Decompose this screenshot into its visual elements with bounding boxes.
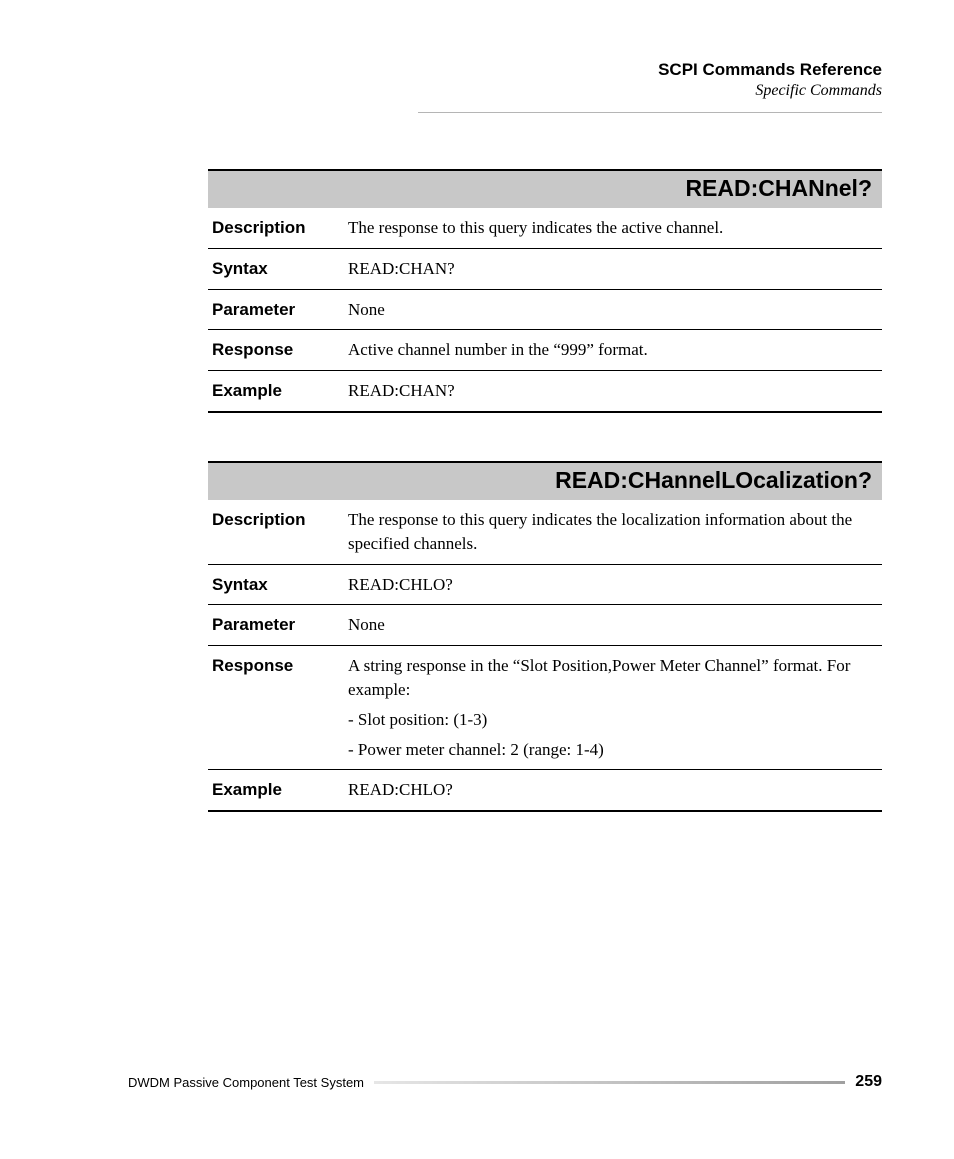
document-page: SCPI Commands Reference Specific Command…: [0, 0, 954, 1159]
command-table-1: Description The response to this query i…: [208, 208, 882, 413]
page-header: SCPI Commands Reference Specific Command…: [128, 60, 882, 113]
footer-page-number: 259: [855, 1073, 882, 1091]
row-value: READ:CHAN?: [344, 371, 882, 412]
row-value: None: [344, 605, 882, 646]
row-value: READ:CHAN?: [344, 248, 882, 289]
header-rule: [418, 112, 882, 113]
command-table-2: Description The response to this query i…: [208, 500, 882, 812]
row-value-sub2: - Power meter channel: 2 (range: 1-4): [348, 738, 876, 762]
row-value: READ:CHLO?: [344, 564, 882, 605]
row-label: Parameter: [208, 605, 344, 646]
row-value: The response to this query indicates the…: [344, 208, 882, 248]
table-row: Example READ:CHLO?: [208, 770, 882, 811]
row-value: The response to this query indicates the…: [344, 500, 882, 564]
row-label: Example: [208, 371, 344, 412]
row-label: Example: [208, 770, 344, 811]
row-value: A string response in the “Slot Position,…: [344, 646, 882, 770]
table-row: Parameter None: [208, 605, 882, 646]
row-label: Response: [208, 330, 344, 371]
row-label: Syntax: [208, 564, 344, 605]
command-title-1: READ:CHANnel?: [208, 169, 882, 208]
table-row: Description The response to this query i…: [208, 500, 882, 564]
row-label: Parameter: [208, 289, 344, 330]
row-value: READ:CHLO?: [344, 770, 882, 811]
table-row: Response Active channel number in the “9…: [208, 330, 882, 371]
row-label: Response: [208, 646, 344, 770]
table-row: Response A string response in the “Slot …: [208, 646, 882, 770]
command-title-2: READ:CHannelLOcalization?: [208, 461, 882, 500]
command-block-1: READ:CHANnel? Description The response t…: [208, 169, 882, 413]
row-value: None: [344, 289, 882, 330]
page-footer: DWDM Passive Component Test System 259: [128, 1073, 882, 1091]
footer-line: [374, 1081, 845, 1084]
table-row: Syntax READ:CHLO?: [208, 564, 882, 605]
footer-text: DWDM Passive Component Test System: [128, 1075, 364, 1090]
row-label: Syntax: [208, 248, 344, 289]
header-title: SCPI Commands Reference: [128, 60, 882, 80]
table-row: Parameter None: [208, 289, 882, 330]
row-label: Description: [208, 500, 344, 564]
command-block-2: READ:CHannelLOcalization? Description Th…: [208, 461, 882, 812]
row-value-main: A string response in the “Slot Position,…: [348, 656, 850, 699]
row-value-sub1: - Slot position: (1-3): [348, 708, 876, 732]
row-label: Description: [208, 208, 344, 248]
row-value: Active channel number in the “999” forma…: [344, 330, 882, 371]
table-row: Description The response to this query i…: [208, 208, 882, 248]
table-row: Syntax READ:CHAN?: [208, 248, 882, 289]
table-row: Example READ:CHAN?: [208, 371, 882, 412]
header-subtitle: Specific Commands: [128, 82, 882, 100]
